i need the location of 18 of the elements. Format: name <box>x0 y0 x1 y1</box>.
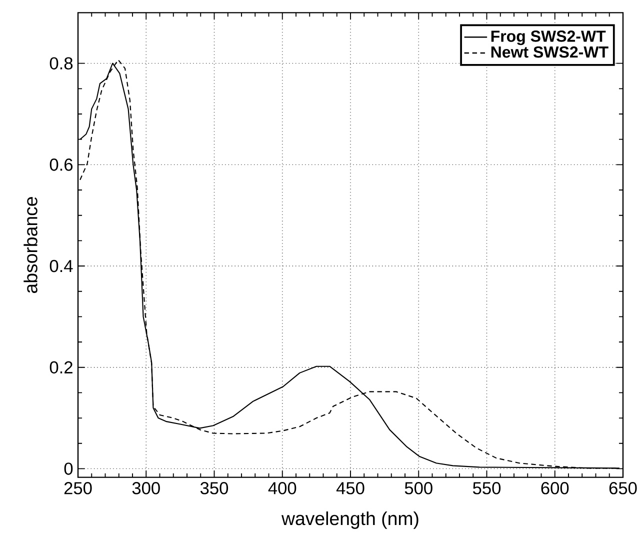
y-tick-label: 0.2 <box>50 361 72 374</box>
x-axis-title: wavelength (nm) <box>281 511 418 529</box>
legend-label: Newt SWS2-WT <box>491 46 608 58</box>
x-tick-label: 400 <box>268 482 296 494</box>
y-tick-label: 0.8 <box>50 57 73 70</box>
x-tick-label: 300 <box>132 482 160 494</box>
x-tick-label: 350 <box>200 482 228 494</box>
y-tick-label: 0.4 <box>50 260 73 272</box>
x-tick-label: 250 <box>64 482 92 494</box>
legend-label: Frog SWS2-WT <box>491 30 606 46</box>
y-axis-title: absorbance <box>24 197 38 293</box>
x-tick-label: 550 <box>472 482 501 494</box>
x-tick-label: 600 <box>541 482 569 494</box>
x-tick-label: 500 <box>404 482 432 494</box>
x-tick-label: 450 <box>336 482 364 494</box>
x-tick-label: 650 <box>609 482 637 494</box>
y-tick-label: 0.6 <box>50 158 73 171</box>
y-tick-label: 0 <box>64 462 73 475</box>
